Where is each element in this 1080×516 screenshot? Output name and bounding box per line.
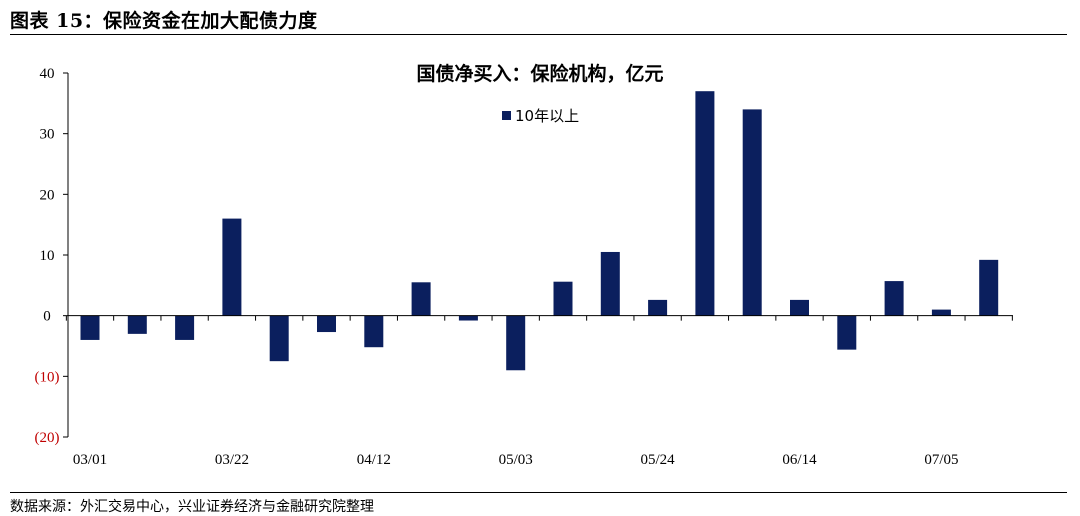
bar (269, 315, 289, 362)
legend: 10年以上 (502, 107, 579, 125)
y-axis: 40 30 20 10 0 (10) (20) (35, 66, 69, 446)
y-tick-label: (10) (35, 369, 60, 385)
bar (790, 299, 809, 316)
x-tick-label: 05/24 (641, 452, 676, 468)
bar (600, 251, 620, 316)
x-tick-label: 05/03 (499, 452, 533, 468)
bar (458, 315, 478, 321)
bar (364, 315, 384, 348)
header-rule (10, 34, 1067, 35)
bar (695, 91, 715, 316)
footer-rule (10, 492, 1067, 493)
bar (742, 109, 762, 316)
y-tick-label: 0 (43, 309, 51, 325)
y-tick-label: 40 (40, 66, 55, 82)
bar (127, 315, 147, 334)
bar (411, 282, 431, 316)
bar (931, 309, 951, 316)
bar-series (80, 91, 999, 371)
x-tick-label: 03/01 (73, 452, 107, 468)
bar (884, 281, 904, 316)
bar-chart: 国债净买入：保险机构，亿元 10年以上 40 30 20 10 0 (10) (20) 03… (35, 62, 1013, 468)
x-tick-label: 03/22 (215, 452, 249, 468)
y-tick-label: (20) (35, 430, 60, 446)
source-note: 数据来源：外汇交易中心，兴业证券经济与金融研究院整理 (10, 499, 374, 515)
bar (80, 315, 100, 340)
legend-label: 10年以上 (515, 107, 579, 125)
bar (175, 315, 195, 340)
bar (979, 259, 999, 316)
x-tick-label: 07/05 (924, 452, 958, 468)
bar (506, 315, 526, 371)
y-tick-label: 30 (40, 127, 55, 143)
x-axis: 03/01 03/22 04/12 05/03 05/24 06/14 07/05 (65, 315, 1013, 468)
bar (837, 315, 857, 350)
x-tick-label: 06/14 (782, 452, 817, 468)
x-tick-label: 04/12 (357, 452, 391, 468)
y-tick-label: 20 (40, 187, 55, 203)
bar (317, 315, 336, 333)
bar (222, 218, 242, 316)
y-tick-label: 10 (40, 248, 55, 264)
bar (648, 299, 668, 316)
bar (553, 281, 573, 316)
legend-swatch (502, 111, 511, 120)
chart-title: 国债净买入：保险机构，亿元 (416, 62, 663, 85)
figure-title: 图表 15：保险资金在加大配债力度 (10, 10, 318, 32)
